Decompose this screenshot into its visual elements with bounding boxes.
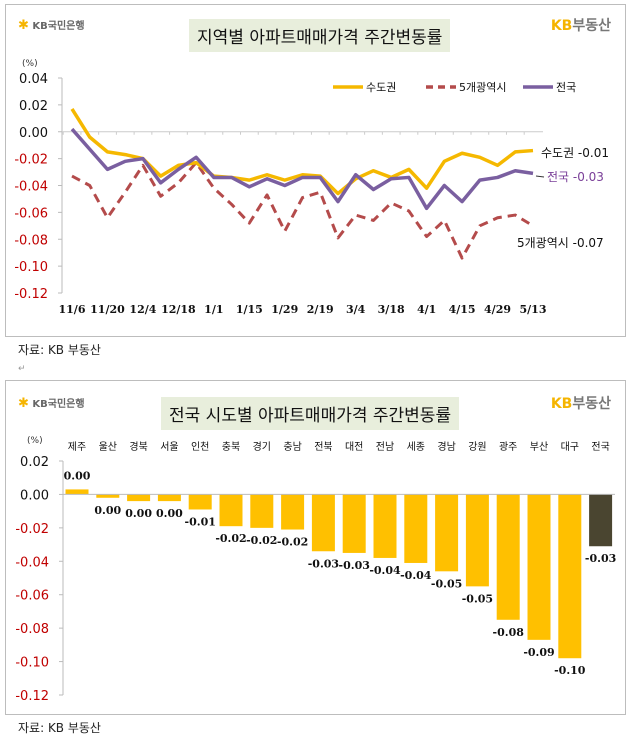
bar-인천 <box>189 494 212 509</box>
bar-전북 <box>312 494 335 551</box>
data-label: -0.05 <box>431 577 462 590</box>
category-label: 경기 <box>253 440 271 453</box>
x-tick-label: 11/6 <box>59 303 86 316</box>
y-tick-label: 0.02 <box>19 99 48 114</box>
end-label: 전국 -0.03 <box>547 170 604 184</box>
y-tick-label: -0.08 <box>14 233 48 248</box>
data-label: -0.09 <box>523 646 554 659</box>
x-tick-label: 3/4 <box>346 303 366 316</box>
label-leader <box>536 176 544 177</box>
y-tick-label: -0.08 <box>15 622 49 637</box>
x-tick-label: 4/1 <box>417 303 436 316</box>
category-label: 경북 <box>129 440 147 453</box>
data-label: -0.02 <box>277 536 308 549</box>
y-tick-label: -0.12 <box>14 287 48 302</box>
bar-경남 <box>435 494 458 571</box>
data-label: -0.10 <box>554 664 586 677</box>
category-label: 충남 <box>283 441 301 453</box>
end-label: 5개광역시 -0.07 <box>517 236 604 250</box>
bar-전국 <box>589 494 612 546</box>
category-label: 인천 <box>191 441 209 453</box>
category-label: 전북 <box>314 441 332 453</box>
data-label: -0.02 <box>215 532 246 545</box>
category-label: 광주 <box>499 441 517 453</box>
y-tick-label: 0.04 <box>19 72 48 87</box>
data-label: -0.05 <box>462 592 493 605</box>
bar-충북 <box>220 494 243 526</box>
series-line-수도권 <box>72 109 533 194</box>
x-tick-label: 12/4 <box>129 303 156 316</box>
y-unit: (%) <box>27 436 43 446</box>
legend-label: 수도권 <box>366 81 396 94</box>
legend-label: 전국 <box>556 81 576 94</box>
x-tick-label: 1/29 <box>271 303 298 316</box>
bar-울산 <box>96 494 119 497</box>
category-label: 부산 <box>530 441 548 453</box>
y-tick-label: -0.06 <box>15 589 49 604</box>
bar-경북 <box>127 494 150 501</box>
y-tick-label: -0.02 <box>15 522 49 537</box>
category-label: 강원 <box>468 441 486 453</box>
x-tick-label: 4/29 <box>484 303 511 316</box>
x-tick-label: 4/15 <box>449 303 476 316</box>
data-label: -0.03 <box>308 557 339 570</box>
y-tick-label: -0.02 <box>14 153 48 168</box>
x-tick-label: 5/13 <box>520 303 547 316</box>
category-label: 울산 <box>99 441 117 453</box>
data-label: -0.02 <box>246 534 277 547</box>
category-label: 경남 <box>437 440 455 453</box>
data-label: -0.03 <box>339 559 370 572</box>
bar-제주 <box>66 489 89 494</box>
data-label: -0.08 <box>493 626 525 639</box>
x-tick-label: 3/18 <box>378 303 405 316</box>
data-label: -0.04 <box>400 569 432 582</box>
y-tick-label: 0.00 <box>20 488 49 503</box>
end-label: 수도권 -0.01 <box>541 146 609 160</box>
data-label: 0.00 <box>94 504 121 517</box>
legend-label: 5개광역시 <box>459 81 506 94</box>
x-tick-label: 11/20 <box>90 303 125 316</box>
category-label: 전국 <box>591 441 609 453</box>
bar-충남 <box>281 494 304 529</box>
data-label: -0.04 <box>369 564 401 577</box>
data-label: 0.00 <box>64 469 91 482</box>
category-label: 전남 <box>376 441 394 453</box>
data-label: 0.00 <box>125 507 152 520</box>
y-tick-label: -0.12 <box>15 689 49 704</box>
y-tick-label: -0.04 <box>14 180 48 195</box>
y-unit: (%) <box>22 59 38 69</box>
bar-세종 <box>404 494 427 563</box>
bar-대구 <box>558 494 581 658</box>
x-tick-label: 1/15 <box>236 303 263 316</box>
y-tick-label: -0.10 <box>15 656 49 671</box>
x-tick-label: 2/19 <box>307 303 334 316</box>
y-tick-label: -0.04 <box>15 555 49 570</box>
bar-경기 <box>250 494 273 527</box>
y-tick-label: 0.00 <box>19 126 48 141</box>
bar-서울 <box>158 494 181 501</box>
category-label: 제주 <box>68 441 86 453</box>
bar-대전 <box>343 494 366 553</box>
category-label: 충북 <box>222 441 240 453</box>
data-label: -0.03 <box>585 552 616 565</box>
data-label: 0.00 <box>156 507 183 520</box>
category-label: 서울 <box>160 441 178 453</box>
bar-전남 <box>374 494 397 558</box>
bar-부산 <box>528 494 551 639</box>
x-tick-label: 12/18 <box>161 303 196 316</box>
x-tick-label: 1/1 <box>204 303 223 316</box>
y-tick-label: 0.02 <box>20 455 49 470</box>
y-tick-label: -0.06 <box>14 206 48 221</box>
bar-강원 <box>466 494 489 586</box>
data-label: -0.01 <box>185 515 216 528</box>
y-tick-label: -0.10 <box>14 260 48 275</box>
category-label: 대구 <box>561 441 579 453</box>
category-label: 대전 <box>345 441 363 453</box>
category-label: 세종 <box>407 441 425 453</box>
bar-광주 <box>497 494 520 619</box>
